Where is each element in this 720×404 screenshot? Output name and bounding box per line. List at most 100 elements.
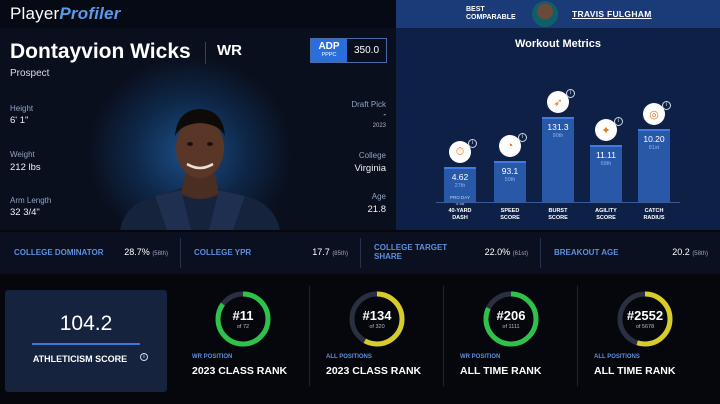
college-label: College bbox=[358, 151, 386, 160]
athleticism-score-value: 104.2 bbox=[59, 312, 113, 335]
rank-card: #2552 of 5678 ALL POSITIONS ALL TIME RANK bbox=[578, 280, 712, 398]
rank-title: 2023 CLASS RANK bbox=[326, 365, 422, 377]
player-name: Dontayvion Wicks bbox=[10, 40, 191, 63]
adp-value: 350.0 bbox=[353, 45, 380, 56]
college-stat-label: COLLEGE YPR bbox=[194, 248, 252, 257]
rank-title: 2023 CLASS RANK bbox=[192, 365, 288, 377]
rank-ring-fill bbox=[215, 291, 271, 347]
draft-year: 2023 bbox=[372, 123, 386, 129]
player-photo bbox=[120, 109, 280, 230]
workout-pro-day: PRO DAY 4.58 bbox=[450, 195, 470, 206]
workout-value: 11.11 bbox=[595, 150, 616, 160]
arm-length-value: 32 3/4" bbox=[10, 207, 40, 218]
college-stat: BREAKOUT AGE 20.2 (58th) bbox=[540, 232, 720, 274]
college-stat-value: 28.7% (58th) bbox=[124, 247, 168, 257]
workout-label: SPEED SCORE bbox=[500, 208, 520, 221]
workout-label: BURST SCORE bbox=[548, 208, 568, 221]
rank-divider bbox=[443, 286, 444, 386]
adp-sublabel: PPPC bbox=[321, 52, 337, 58]
rank-divider bbox=[577, 286, 578, 386]
college-value: Virginia bbox=[354, 163, 386, 174]
runner-icon[interactable]: ✦ bbox=[595, 119, 617, 141]
rank-number: #206 bbox=[496, 308, 526, 323]
workout-metrics-title: Workout Metrics bbox=[515, 38, 601, 50]
rank-category: WR POSITION bbox=[460, 354, 501, 360]
draft-pick-label: Draft Pick bbox=[351, 100, 386, 109]
stopwatch-icon[interactable]: ⏱ bbox=[449, 141, 471, 163]
workout-percentile: 50th bbox=[504, 177, 516, 183]
workout-value: 93.1 bbox=[501, 166, 519, 176]
rank-card: #206 of 1111 WR POSITION ALL TIME RANK bbox=[444, 280, 578, 398]
workout-value: 131.3 bbox=[547, 122, 569, 132]
workout-value: 4.62 bbox=[451, 172, 469, 182]
stopwatch-icon-glyph: ⏱ bbox=[455, 145, 465, 158]
workout-percentile: 90th bbox=[552, 133, 564, 139]
rank-category: WR POSITION bbox=[192, 354, 233, 360]
height-label: Height bbox=[10, 104, 34, 113]
college-stat: COLLEGE DOMINATOR 28.7% (58th) bbox=[0, 232, 180, 274]
rank-category: ALL POSITIONS bbox=[326, 354, 372, 360]
college-stat-percentile: (61st) bbox=[512, 251, 528, 257]
height-value: 6' 1" bbox=[10, 115, 29, 126]
rank-ring bbox=[349, 291, 405, 347]
workout-percentile: 81st bbox=[648, 145, 660, 151]
workout-metrics-panel: Workout Metrics ⏱ i 4.62 27th PRO DAY 4.58 40… bbox=[396, 28, 720, 230]
college-stat-label: BREAKOUT AGE bbox=[554, 248, 619, 257]
college-stat-value: 17.7 (85th) bbox=[312, 247, 348, 257]
weight-label: Weight bbox=[10, 150, 35, 159]
rank-ring-fill bbox=[349, 291, 405, 347]
rank-divider bbox=[309, 286, 310, 386]
target-icon[interactable]: ◎ bbox=[643, 103, 665, 125]
comparable-avatar[interactable] bbox=[532, 1, 558, 27]
player-status: Prospect bbox=[10, 68, 50, 79]
speedometer-icon[interactable]: ◔ bbox=[499, 135, 521, 157]
runner-icon-glyph: ✦ bbox=[601, 124, 611, 137]
adp-label-box: ADP PPPC bbox=[311, 39, 347, 62]
rank-ring bbox=[215, 291, 271, 347]
adp-badge: ADP PPPC 350.0 bbox=[310, 38, 387, 63]
stat-divider bbox=[360, 238, 361, 268]
college-stat-percentile: (58th) bbox=[152, 251, 168, 257]
rank-card: #11 of 72 WR POSITION 2023 CLASS RANK bbox=[176, 280, 310, 398]
player-card: Dontayvion Wicks WR Prospect ADP PPPC 35… bbox=[0, 28, 396, 230]
weight-value: 212 lbs bbox=[10, 162, 41, 173]
rank-card: #134 of 320 ALL POSITIONS 2023 CLASS RANK bbox=[310, 280, 444, 398]
rank-number: #11 bbox=[232, 308, 254, 323]
site-logo[interactable]: PlayerProfiler bbox=[10, 4, 121, 24]
info-icon[interactable]: i bbox=[662, 101, 671, 110]
workout-baseline bbox=[436, 202, 680, 203]
rank-number: #134 bbox=[362, 308, 392, 323]
info-icon[interactable]: i bbox=[518, 133, 527, 142]
draft-pick-value: - bbox=[383, 110, 386, 119]
workout-label: AGILITY SCORE bbox=[595, 208, 617, 221]
rank-ring bbox=[617, 291, 673, 347]
name-divider bbox=[205, 42, 206, 64]
rank-total: of 1111 bbox=[502, 324, 520, 330]
college-stat-number: 20.2 bbox=[672, 247, 693, 257]
rocket-icon-glyph: ➶ bbox=[553, 96, 563, 109]
athleticism-score-card: 104.2 ATHLETICISM SCORE i bbox=[5, 290, 167, 392]
comparable-player-link[interactable]: TRAVIS FULGHAM bbox=[572, 9, 652, 19]
player-position: WR bbox=[217, 42, 242, 59]
rank-ring-fill bbox=[483, 291, 539, 347]
info-icon[interactable]: i bbox=[614, 117, 623, 126]
workout-bar bbox=[444, 167, 476, 202]
stat-divider bbox=[540, 238, 541, 268]
info-icon[interactable]: i bbox=[566, 89, 575, 98]
college-stat-percentile: (58th) bbox=[692, 251, 708, 257]
info-icon[interactable]: i bbox=[140, 353, 148, 361]
college-stat-percentile: (85th) bbox=[332, 251, 348, 257]
rank-title: ALL TIME RANK bbox=[460, 365, 542, 377]
rocket-icon[interactable]: ➶ bbox=[547, 91, 569, 113]
rank-total: of 320 bbox=[369, 324, 385, 330]
rank-ring-fill bbox=[617, 291, 673, 347]
rank-title: ALL TIME RANK bbox=[594, 365, 676, 377]
speedometer-icon-glyph: ◔ bbox=[506, 140, 514, 152]
info-icon[interactable]: i bbox=[468, 139, 477, 148]
workout-bar bbox=[542, 117, 574, 202]
college-stat: COLLEGE TARGET SHARE 22.0% (61st) bbox=[360, 232, 540, 274]
college-stat: COLLEGE YPR 17.7 (85th) bbox=[180, 232, 360, 274]
rank-ring bbox=[483, 291, 539, 347]
college-stat-number: 22.0% bbox=[484, 247, 513, 257]
college-stat-label: COLLEGE TARGET SHARE bbox=[374, 243, 448, 261]
